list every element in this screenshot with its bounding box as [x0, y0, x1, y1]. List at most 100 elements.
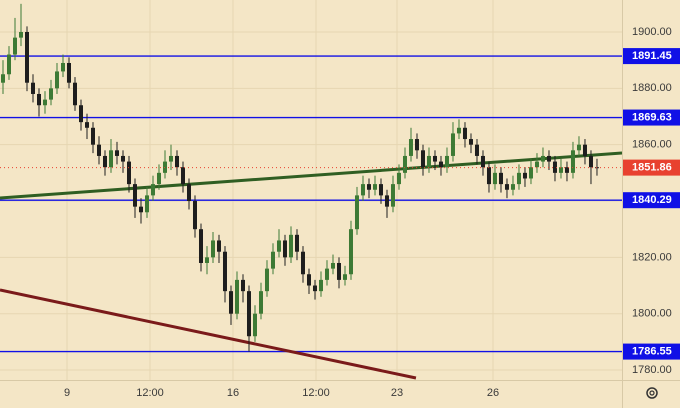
candle-body [324, 268, 329, 280]
candle-body [246, 291, 251, 337]
level-label: 1891.45 [632, 50, 672, 62]
y-tick-label: 1860.00 [632, 139, 672, 151]
candle-body [24, 32, 29, 83]
candle-body [510, 184, 515, 190]
candle-body [114, 150, 119, 156]
candle-body [0, 74, 5, 83]
candle-body [480, 155, 485, 168]
level-label-box [623, 109, 680, 126]
x-tick-label: 9 [64, 387, 70, 399]
candle-body [168, 155, 173, 162]
candle-body [558, 167, 563, 173]
candle-body [438, 161, 443, 168]
candle-body [102, 155, 107, 168]
candle-body [192, 201, 197, 230]
candle-body [228, 291, 233, 314]
candle-body [210, 240, 215, 258]
settings-icon[interactable] [646, 387, 658, 399]
candle-body [396, 172, 401, 185]
candle-body [282, 240, 287, 258]
candle-body [318, 279, 323, 292]
candle-body [72, 82, 77, 106]
candle-body [516, 172, 521, 185]
candle-body [108, 150, 113, 168]
level-label-box [623, 343, 680, 360]
candle-body [474, 144, 479, 156]
last-price-box [623, 159, 680, 176]
candle-body [414, 139, 419, 151]
candle-body [36, 93, 41, 106]
candle-body [180, 167, 185, 185]
x-tick-label: 16 [227, 387, 239, 399]
candle-body [336, 262, 341, 280]
candle-body [264, 268, 269, 292]
last-price-label: 1851.86 [632, 162, 672, 174]
candle-body [138, 206, 143, 213]
candle-body [366, 184, 371, 190]
candle-body [528, 167, 533, 179]
level-label: 1840.29 [632, 194, 672, 206]
candle-body [504, 184, 509, 190]
candle-body [390, 184, 395, 207]
candle-body [258, 291, 263, 314]
candle-body [54, 71, 59, 89]
candle-body [30, 82, 35, 94]
level-label: 1869.63 [632, 111, 672, 123]
y-tick-label: 1800.00 [632, 308, 672, 320]
candle-body [342, 274, 347, 280]
candle-body [204, 257, 209, 263]
candle-body [126, 161, 131, 185]
gear-hub[interactable] [649, 390, 655, 396]
candle-body [570, 150, 575, 173]
candle-body [402, 155, 407, 173]
candle-body [174, 155, 179, 168]
candle-body [300, 251, 305, 275]
candle-body [348, 229, 353, 275]
candle-body [546, 155, 551, 162]
candle-body [576, 144, 581, 151]
level-label: 1786.55 [632, 345, 672, 357]
candle-body [552, 161, 557, 173]
candle-body [186, 184, 191, 202]
candle-body [330, 262, 335, 269]
trend-line [0, 151, 622, 200]
candle-body [84, 122, 89, 128]
candle-body [276, 240, 281, 252]
candle-body [288, 234, 293, 258]
candle-body [456, 127, 461, 134]
candle-body [96, 144, 101, 156]
candle-body [408, 139, 413, 156]
candle-body [252, 313, 257, 337]
x-tick-label: 12:00 [136, 387, 164, 399]
trend-line [0, 288, 417, 380]
candle-body [462, 127, 467, 140]
y-tick-label: 1900.00 [632, 26, 672, 38]
candle-body [198, 229, 203, 263]
candle-body [582, 144, 587, 156]
candle-body [150, 184, 155, 196]
candle-body [486, 167, 491, 185]
x-tick-label: 12:00 [302, 387, 330, 399]
candle-body [216, 240, 221, 252]
candle-body [360, 184, 365, 196]
candle-body [432, 155, 437, 162]
y-tick-label: 1780.00 [632, 364, 672, 376]
candle-body [156, 172, 161, 185]
candle-body [6, 54, 11, 75]
candle-body [294, 234, 299, 252]
candle-body [48, 88, 53, 100]
gear[interactable] [646, 387, 658, 399]
candle-body [306, 274, 311, 286]
candle-body [498, 172, 503, 185]
candle-body [420, 150, 425, 168]
candle-body [234, 279, 239, 314]
candle-body [378, 184, 383, 196]
x-tick-label: 26 [487, 387, 499, 399]
candle-body [66, 62, 71, 83]
candle-body [384, 195, 389, 207]
y-tick-label: 1880.00 [632, 82, 672, 94]
candle-body [78, 105, 83, 123]
candle-body [492, 172, 497, 185]
